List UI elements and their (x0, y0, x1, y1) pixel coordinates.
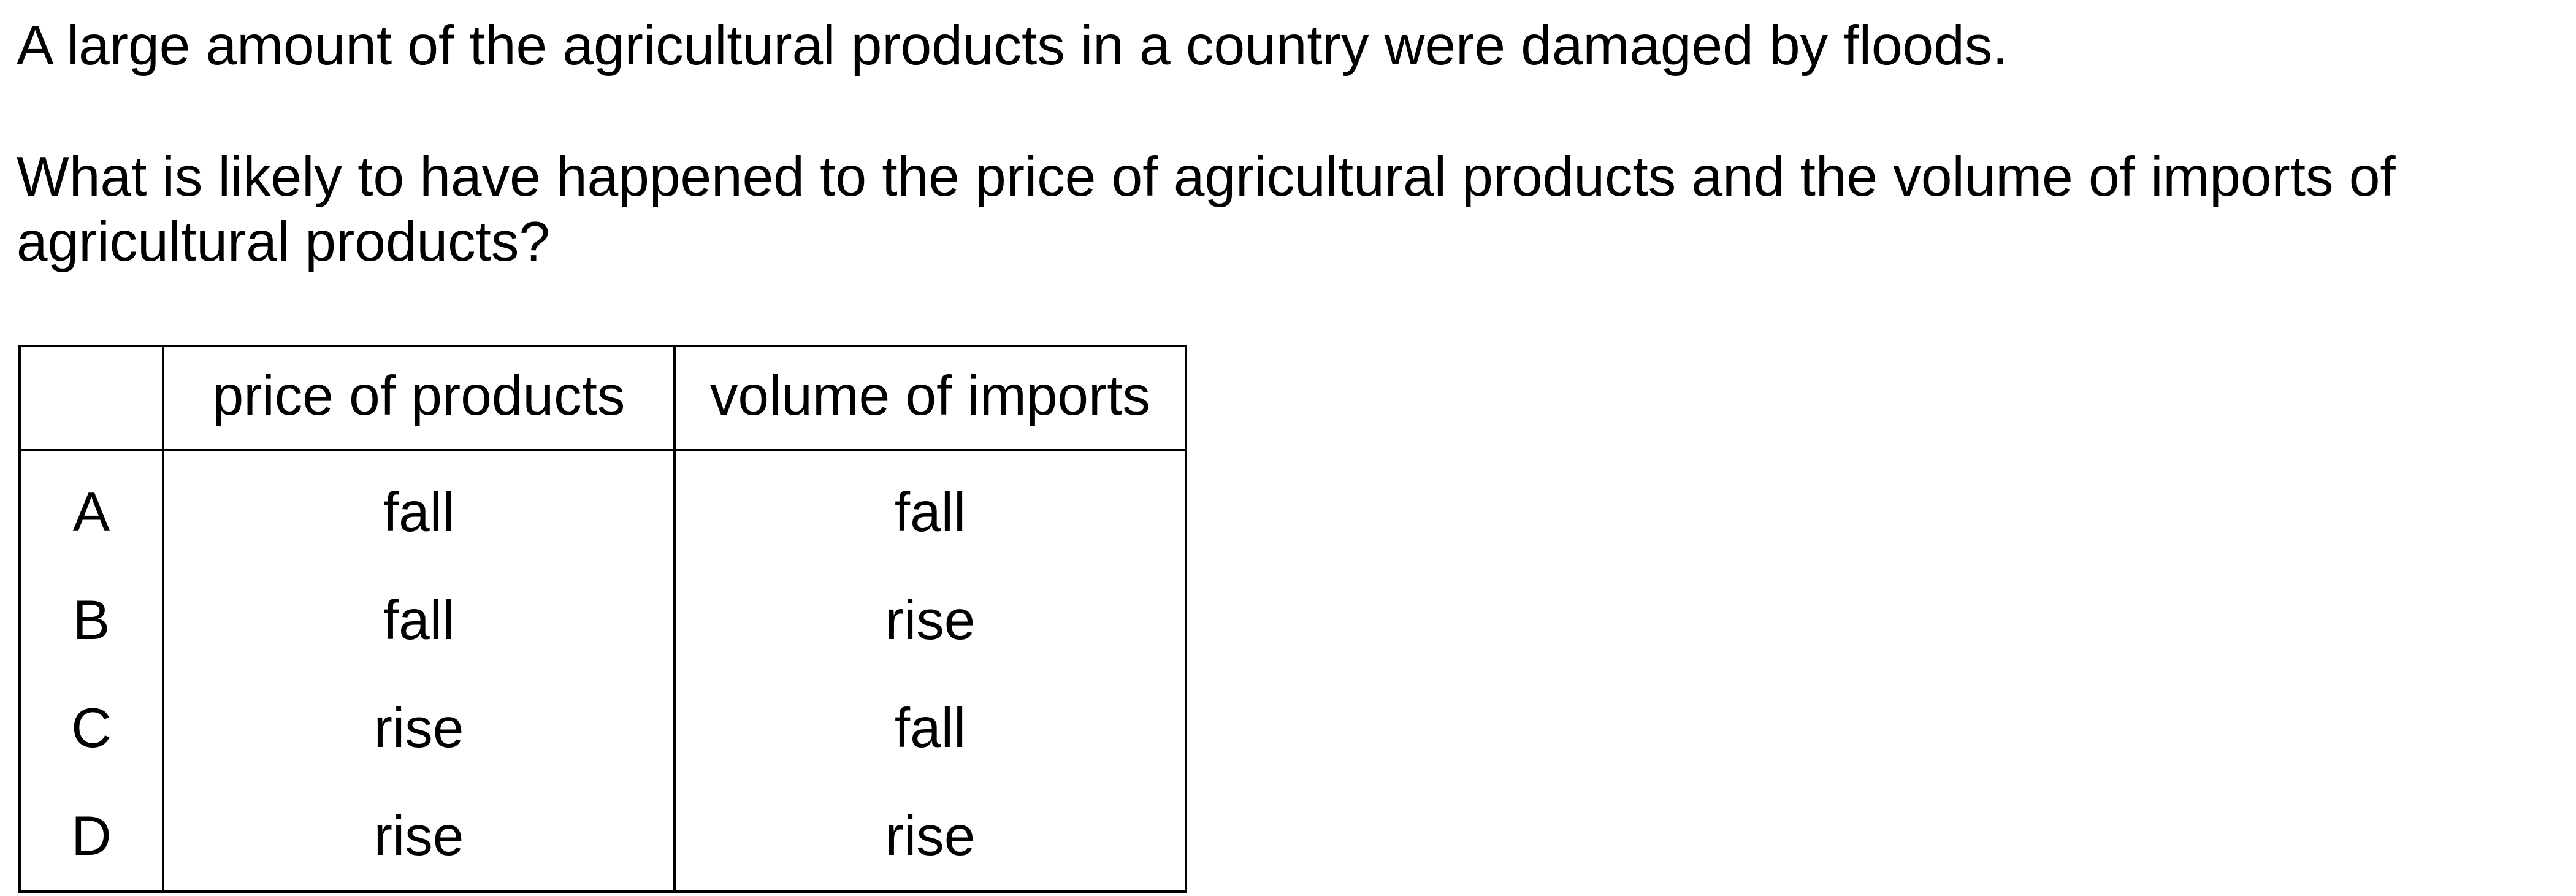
table-row: B fall rise (18, 567, 1187, 675)
answer-options-table: price of products volume of imports A fa… (18, 345, 1187, 893)
option-letter: B (18, 567, 164, 675)
question-stem-prompt: What is likely to have happened to the p… (17, 145, 2396, 275)
table-row: A fall fall (18, 450, 1187, 567)
header-price-of-products: price of products (162, 345, 676, 451)
table-row: D rise rise (18, 783, 1187, 893)
option-price: fall (162, 567, 676, 675)
header-option-letter (18, 345, 164, 451)
option-price: rise (162, 675, 676, 783)
table-row: C rise fall (18, 675, 1187, 783)
option-imports: rise (673, 567, 1187, 675)
option-imports: rise (673, 783, 1187, 893)
option-imports: fall (673, 675, 1187, 783)
option-price: rise (162, 783, 676, 893)
option-letter: D (18, 783, 164, 893)
option-letter: A (18, 450, 164, 567)
option-price: fall (162, 450, 676, 567)
question-stem-intro: A large amount of the agricultural produ… (17, 15, 2008, 77)
header-volume-of-imports: volume of imports (673, 345, 1187, 451)
option-letter: C (18, 675, 164, 783)
table-header-row: price of products volume of imports (18, 345, 1187, 451)
option-imports: fall (673, 450, 1187, 567)
question-prompt-text: What is likely to have happened to the p… (17, 146, 2396, 273)
